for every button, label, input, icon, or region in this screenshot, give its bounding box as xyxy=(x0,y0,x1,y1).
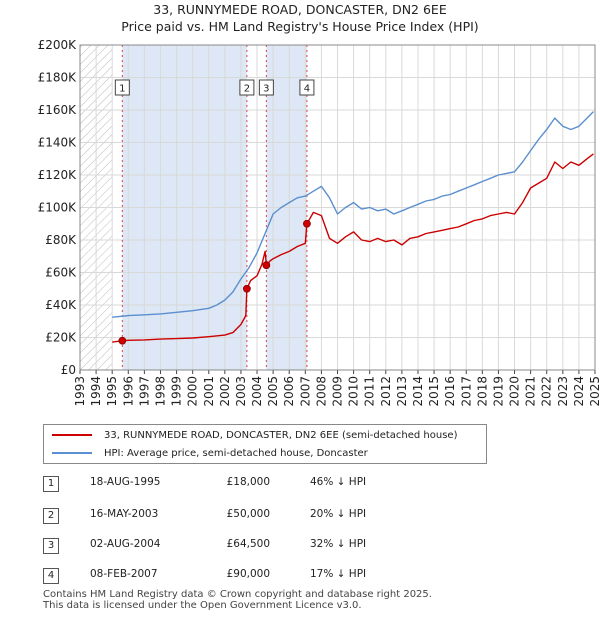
transaction-label-box xyxy=(239,79,255,96)
y-tick-label: £120K xyxy=(38,168,78,182)
tx-hpi-diff: 20% ↓ HPI xyxy=(310,508,367,520)
tx-number-badge: 1 xyxy=(43,476,59,492)
tx-price: £90,000 xyxy=(226,568,270,580)
table-row: 1 18-AUG-1995 £18,000 46% ↓ HPI xyxy=(0,476,600,496)
legend-label-property: 33, RUNNYMEDE ROAD, DONCASTER, DN2 6EE (… xyxy=(104,429,458,441)
x-tick-label: 1996 xyxy=(121,376,135,407)
table-row: 4 08-FEB-2007 £90,000 17% ↓ HPI xyxy=(0,568,600,588)
tx-number-badge: 2 xyxy=(43,508,59,524)
table-row: 3 02-AUG-2004 £64,500 32% ↓ HPI xyxy=(0,538,600,558)
x-tick-label: 1998 xyxy=(153,376,167,407)
transaction-label-box xyxy=(299,79,315,96)
y-tick-label: £20K xyxy=(45,331,77,345)
footer: Contains HM Land Registry data © Crown c… xyxy=(43,589,432,611)
x-tick-label: 2007 xyxy=(298,376,312,407)
hpi-line xyxy=(112,111,594,318)
chart-title: 33, RUNNYMEDE ROAD, DONCASTER, DN2 6EE xyxy=(153,2,447,17)
table-row: 2 16-MAY-2003 £50,000 20% ↓ HPI xyxy=(0,508,600,528)
legend-swatch-property xyxy=(52,434,92,436)
tx-date: 16-MAY-2003 xyxy=(90,508,159,520)
tx-price: £18,000 xyxy=(226,476,270,488)
x-tick-label: 2017 xyxy=(459,376,473,407)
transaction-label-number: 3 xyxy=(263,84,269,95)
x-tick-label: 2008 xyxy=(314,376,328,407)
x-tick-label: 2018 xyxy=(475,376,489,407)
transaction-label-number: 2 xyxy=(244,84,250,95)
x-tick-label: 2011 xyxy=(363,376,377,407)
x-tick-label: 2023 xyxy=(556,376,570,407)
tx-hpi-diff: 17% ↓ HPI xyxy=(310,568,367,580)
x-tick-label: 2020 xyxy=(508,376,522,407)
y-tick-label: £0 xyxy=(61,363,76,377)
y-tick-label: £200K xyxy=(38,38,78,52)
property-price-line xyxy=(112,153,594,343)
footer-license: This data is licensed under the Open Gov… xyxy=(43,600,362,611)
plot-frame xyxy=(79,44,596,371)
x-tick-label: 1995 xyxy=(105,376,119,407)
transaction-label-number: 1 xyxy=(119,84,125,95)
x-tick-label: 2009 xyxy=(331,376,345,407)
y-tick-label: £140K xyxy=(38,136,78,150)
chart-subtitle: Price paid vs. HM Land Registry's House … xyxy=(121,19,479,34)
legend: 33, RUNNYMEDE ROAD, DONCASTER, DN2 6EE (… xyxy=(43,424,487,464)
price-chart: £0 £20K £40K £60K £80K £100K £120K £140K £160K £1… xyxy=(38,38,600,407)
tx-date: 08-FEB-2007 xyxy=(90,568,158,580)
x-tick-label: 2019 xyxy=(491,376,505,407)
legend-item-property: 33, RUNNYMEDE ROAD, DONCASTER, DN2 6EE (… xyxy=(44,427,457,443)
x-tick-label: 2000 xyxy=(186,376,200,407)
tx-number-badge: 4 xyxy=(43,568,59,584)
legend-label-hpi: HPI: Average price, semi-detached house,… xyxy=(104,447,368,459)
tx-price: £64,500 xyxy=(226,538,270,550)
y-tick-label: £100K xyxy=(38,201,78,215)
x-tick-label: 2006 xyxy=(282,376,296,407)
x-tick-label: 2004 xyxy=(250,376,264,407)
transaction-label-box xyxy=(258,79,274,96)
x-tick-label: 2012 xyxy=(379,376,393,407)
x-tick-label: 2003 xyxy=(234,376,248,407)
transaction-point xyxy=(242,284,251,293)
x-tick-label: 2024 xyxy=(572,376,586,407)
tx-hpi-diff: 46% ↓ HPI xyxy=(310,476,367,488)
transaction-point xyxy=(262,261,271,270)
tx-number-badge: 3 xyxy=(43,538,59,554)
tx-date: 02-AUG-2004 xyxy=(90,538,161,550)
y-tick-label: £160K xyxy=(38,103,78,117)
y-tick-label: £180K xyxy=(38,71,78,85)
tx-price: £50,000 xyxy=(226,508,270,520)
x-tick-label: 2025 xyxy=(588,376,600,407)
footer-copyright: Contains HM Land Registry data © Crown c… xyxy=(43,589,432,600)
x-tick-label: 1997 xyxy=(137,376,151,407)
legend-item-hpi: HPI: Average price, semi-detached house,… xyxy=(44,445,368,461)
x-tick-label: 2016 xyxy=(443,376,457,407)
tx-date: 18-AUG-1995 xyxy=(90,476,161,488)
x-tick-label: 2021 xyxy=(524,376,538,407)
x-tick-label: 1994 xyxy=(89,376,103,407)
x-tick-label: 1993 xyxy=(73,376,87,407)
transaction-label-number: 4 xyxy=(304,84,310,95)
transaction-label-box xyxy=(114,79,130,96)
x-tick-label: 2022 xyxy=(540,376,554,407)
y-tick-label: £80K xyxy=(45,233,77,247)
transaction-point xyxy=(118,336,127,345)
x-tick-label: 2005 xyxy=(266,376,280,407)
x-tick-label: 2014 xyxy=(411,376,425,407)
legend-swatch-hpi xyxy=(52,452,92,454)
x-tick-label: 2002 xyxy=(218,376,232,407)
x-tick-label: 2001 xyxy=(202,376,216,407)
x-tick-label: 2015 xyxy=(427,376,441,407)
x-tick-label: 1999 xyxy=(170,376,184,407)
x-tick-label: 2010 xyxy=(347,376,361,407)
transaction-point xyxy=(303,219,311,228)
tx-hpi-diff: 32% ↓ HPI xyxy=(310,538,367,550)
x-tick-label: 2013 xyxy=(395,376,409,407)
y-tick-label: £40K xyxy=(45,298,77,312)
y-tick-label: £60K xyxy=(45,266,77,280)
